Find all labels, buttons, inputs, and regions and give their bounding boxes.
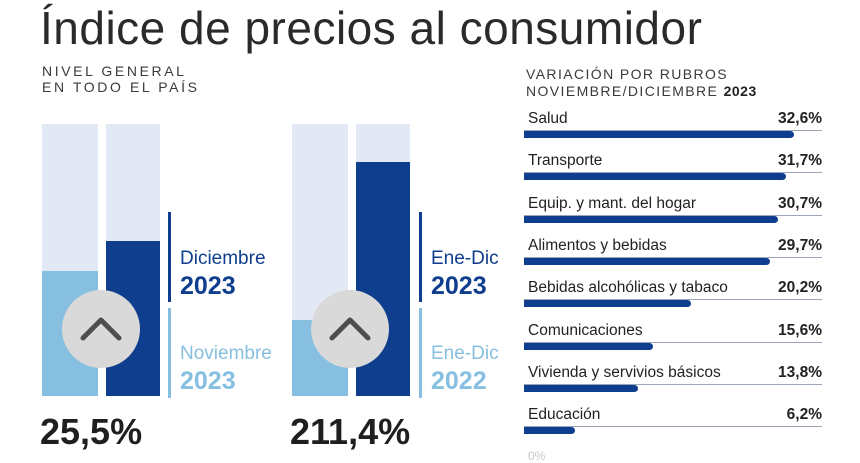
previous-divider xyxy=(419,308,422,398)
rubro-value-label: 29,7% xyxy=(778,236,822,254)
previous-period-year: 2022 xyxy=(431,367,487,395)
rubro-value-label: 15,6% xyxy=(778,321,822,339)
rubro-value-label: 31,7% xyxy=(778,152,822,170)
chevron-up-icon xyxy=(329,317,371,341)
rubro-bar xyxy=(524,300,691,308)
rubro-value-label: 6,2% xyxy=(786,406,822,424)
increase-indicator xyxy=(62,290,140,368)
previous-period-label: Ene-Dic xyxy=(431,343,499,364)
current-period-year: 2023 xyxy=(180,272,236,300)
subtitle: NIVEL GENERAL EN TODO EL PAÍS xyxy=(42,63,200,95)
increase-indicator xyxy=(311,290,389,368)
chevron-up-icon xyxy=(80,317,122,341)
rubro-baseline xyxy=(524,214,822,216)
previous-period-label: Noviembre xyxy=(180,343,272,364)
previous-divider xyxy=(168,308,171,398)
rubro-bar xyxy=(524,342,653,350)
current-period-label: Diciembre xyxy=(180,248,266,269)
monthly-value: 25,5% xyxy=(40,411,143,452)
rubros-title-year: 2023 xyxy=(723,83,757,99)
rubro-row: Transporte 31,7% xyxy=(524,150,822,192)
subtitle-line-2: EN TODO EL PAÍS xyxy=(42,79,200,95)
rubros-axis-zero: 0% xyxy=(528,449,546,463)
rubro-bar xyxy=(524,173,786,181)
rubro-row: Equip. y mant. del hogar 30,7% xyxy=(524,193,822,235)
current-period-year: 2023 xyxy=(431,272,487,300)
current-divider xyxy=(168,212,171,302)
rubros-title: VARIACIÓN POR RUBROS NOVIEMBRE/DICIEMBRE… xyxy=(526,66,757,100)
rubro-baseline xyxy=(524,256,822,258)
current-period-label: Ene-Dic xyxy=(431,248,499,269)
rubro-bar xyxy=(524,131,794,138)
rubro-label: Transporte xyxy=(528,152,603,170)
previous-period-year: 2023 xyxy=(180,367,236,395)
rubro-baseline xyxy=(524,172,822,174)
rubro-row: Alimentos y bebidas 29,7% xyxy=(524,235,822,277)
annual-value: 211,4% xyxy=(290,411,411,452)
rubros-title-period: NOVIEMBRE/DICIEMBRE xyxy=(526,83,719,99)
rubro-row: Salud 32,6% xyxy=(524,108,822,150)
rubro-bar xyxy=(524,257,770,265)
rubro-value-label: 13,8% xyxy=(778,363,822,381)
rubro-bar xyxy=(524,215,778,223)
rubro-value-label: 32,6% xyxy=(778,110,822,127)
current-divider xyxy=(419,212,422,302)
rubro-row: Educación 6,2% xyxy=(524,404,822,446)
rubro-label: Bebidas alcohólicas y tabaco xyxy=(528,279,728,297)
rubro-value-label: 30,7% xyxy=(778,194,822,212)
rubro-row: Comunicaciones 15,6% xyxy=(524,320,822,362)
rubro-baseline xyxy=(524,426,822,428)
rubro-label: Vivienda y servivios básicos xyxy=(528,363,721,381)
rubro-label: Equip. y mant. del hogar xyxy=(528,194,697,212)
rubro-row: Vivienda y servivios básicos 13,8% xyxy=(524,362,822,404)
rubros-title-line-1: VARIACIÓN POR RUBROS xyxy=(526,66,728,82)
rubro-baseline xyxy=(524,299,822,301)
rubros-title-line-2: NOVIEMBRE/DICIEMBRE 2023 xyxy=(526,83,757,100)
rubro-row: Bebidas alcohólicas y tabaco 20,2% xyxy=(524,277,822,319)
rubro-label: Educación xyxy=(528,406,601,424)
rubro-baseline xyxy=(524,341,822,343)
rubro-bar xyxy=(524,427,575,435)
rubro-baseline xyxy=(524,383,822,385)
rubro-label: Salud xyxy=(528,110,568,127)
subtitle-line-1: NIVEL GENERAL xyxy=(42,63,187,79)
rubro-bar xyxy=(524,384,638,392)
rubro-label: Alimentos y bebidas xyxy=(528,236,667,254)
rubro-baseline xyxy=(524,130,822,131)
page-title: Índice de precios al consumidor xyxy=(40,2,703,54)
rubro-label: Comunicaciones xyxy=(528,321,643,339)
rubro-value-label: 20,2% xyxy=(778,279,822,297)
